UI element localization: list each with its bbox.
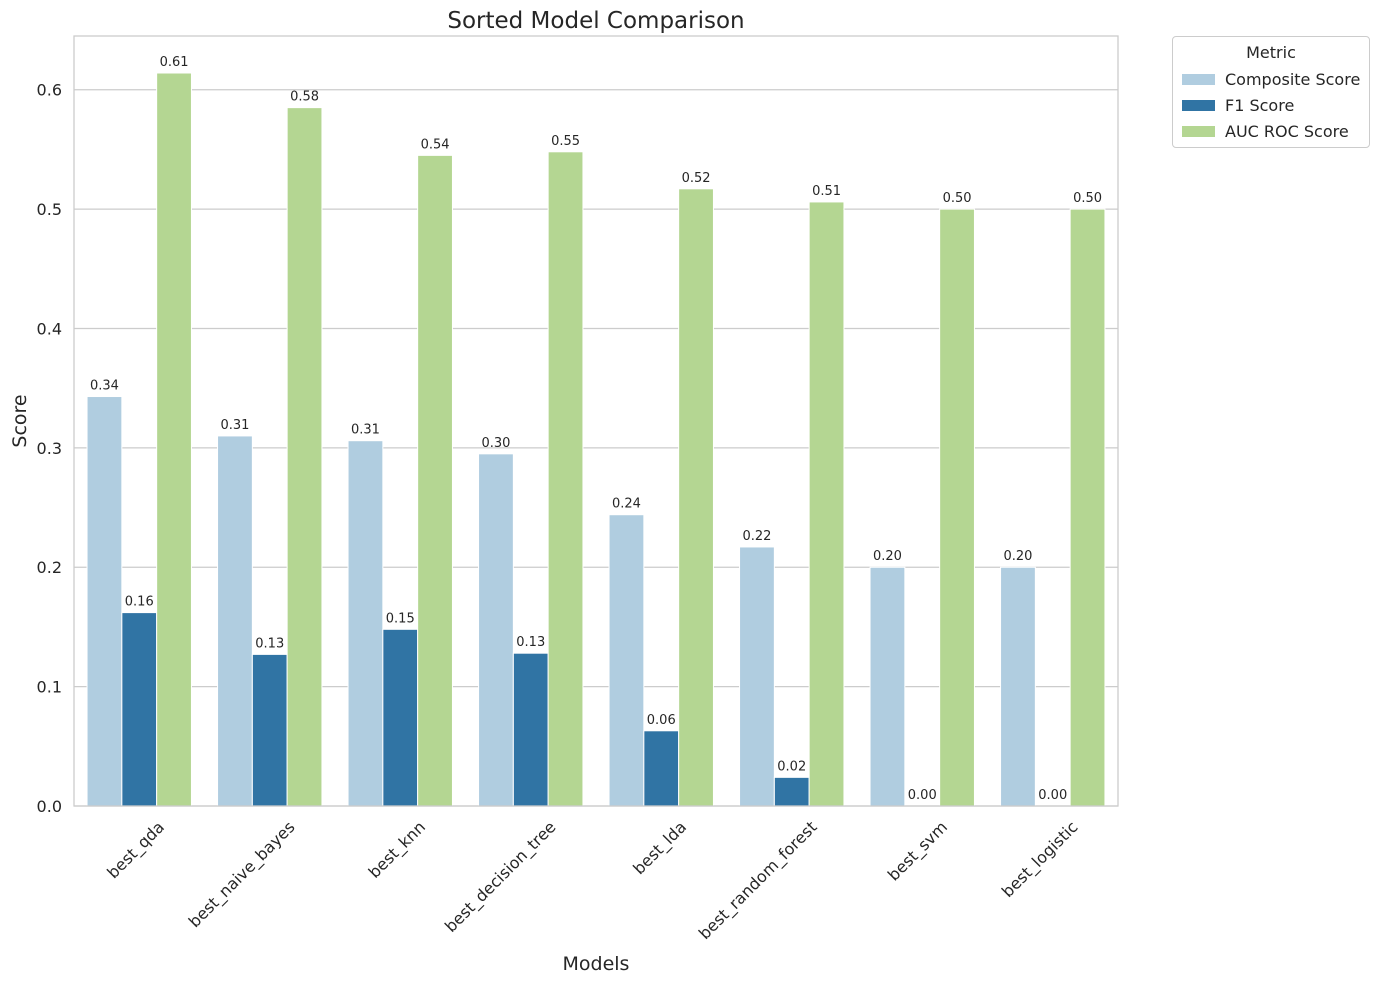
bars [86,72,1106,807]
x-tick-label: best_naive_bayes [185,817,299,931]
bar-value-label: 0.00 [1038,788,1067,803]
bar-value-label: 0.13 [255,636,284,651]
y-tick-label: 0.3 [37,439,62,458]
bar-value-label: 0.31 [220,418,249,433]
bar [382,628,419,807]
y-tick-label: 0.0 [37,797,62,816]
x-tick-label: best_logistic [998,817,1082,901]
x-tick-label: best_decision_tree [441,817,560,936]
y-tick-label: 0.2 [37,558,62,577]
x-tick-label: best_qda [103,817,169,883]
bar-value-label: 0.61 [160,55,189,70]
bar-value-label: 0.54 [421,137,450,152]
bar-value-label: 0.50 [1073,191,1102,206]
bar [347,440,384,807]
legend-label-auc-roc-score: AUC ROC Score [1225,121,1349,141]
y-tick-label: 0.6 [37,81,62,100]
bar-value-label: 0.30 [481,436,510,451]
x-tick-label: best_svm [884,817,952,885]
x-axis-ticks: best_qda best_naive_bayes best_knn best_dec… [103,817,1082,943]
bar [121,612,158,807]
plot-frame [73,35,1119,807]
x-tick-label: best_knn [365,817,430,882]
bar [286,107,323,807]
bar [939,208,975,807]
chart-title: Sorted Model Comparison [447,8,744,34]
bar [773,776,810,807]
bar [678,188,714,807]
bar-value-label: 0.50 [943,191,972,206]
y-tick-label: 0.1 [37,678,62,697]
bar-value-label: 0.02 [777,759,806,774]
bar [808,201,845,807]
legend: Metric Composite Score F1 Score AUC ROC … [1172,36,1370,148]
bar-value-label: 0.20 [873,549,902,564]
legend-label-f1-score: F1 Score [1225,95,1295,115]
x-axis-label: Models [563,953,630,975]
y-axis-label: Score [9,394,31,447]
bar-value-label: 0.51 [812,184,841,199]
bar-value-label: 0.20 [1003,549,1032,564]
bar [478,453,514,807]
legend-swatch-composite-score [1182,73,1215,85]
bar-value-label: 0.00 [908,788,937,803]
bar-value-label: 0.16 [125,595,154,610]
legend-swatch-f1-score [1182,99,1215,111]
legend-label-composite-score: Composite Score [1225,69,1361,89]
bar [86,396,123,807]
bar [608,514,645,807]
bar-value-label: 0.31 [351,423,380,438]
y-tick-label: 0.4 [37,319,62,338]
bar [156,72,192,807]
bar-value-label: 0.55 [551,134,580,149]
bar-value-label: 0.15 [386,611,415,626]
x-tick-label: best_lda [629,817,691,879]
bar [251,653,288,807]
bar-value-label: 0.13 [516,635,545,650]
bar [547,151,584,807]
legend-item-composite-score: Composite Score [1182,69,1360,89]
bar-value-label: 0.22 [742,529,771,544]
bar [217,435,253,807]
bar [643,730,680,807]
bar [417,154,453,807]
bar [512,652,549,807]
legend-item-auc-roc-score: AUC ROC Score [1182,121,1349,141]
legend-item-f1-score: F1 Score [1182,95,1294,115]
legend-swatch-auc-roc-score [1182,125,1215,137]
legend-title: Metric [1246,43,1296,62]
bar-value-label: 0.58 [290,90,319,105]
bar-value-labels: 0.34 0.16 0.61 0.31 0.13 0.58 0.31 0.15 0.54 0.30… [90,55,1102,803]
bar [1069,208,1106,807]
y-axis-ticks: 0.0 0.1 0.2 0.3 0.4 0.5 0.6 [37,81,62,816]
y-tick-label: 0.5 [37,200,62,219]
bar [1000,566,1036,807]
bar [739,546,775,807]
bar [869,566,906,807]
bar-value-label: 0.06 [647,713,676,728]
bar-value-label: 0.34 [90,379,119,394]
x-tick-label: best_random_forest [695,817,821,943]
bar-value-label: 0.24 [612,497,641,512]
bar-value-label: 0.52 [682,171,711,186]
